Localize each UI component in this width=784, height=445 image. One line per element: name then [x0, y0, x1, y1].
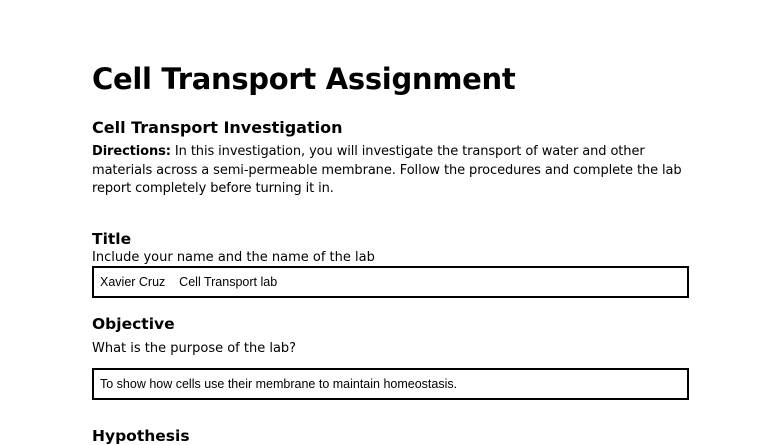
objective-heading: Objective — [92, 315, 175, 333]
directions-label: Directions: — [92, 144, 171, 159]
title-answer-field[interactable]: Xavier Cruz Cell Transport lab — [92, 266, 689, 298]
title-prompt: Include your name and the name of the la… — [92, 250, 375, 265]
hypothesis-heading: Hypothesis — [92, 427, 190, 445]
title-heading: Title — [92, 230, 132, 248]
directions-text: In this investigation, you will investig… — [92, 144, 682, 196]
section-subtitle: Cell Transport Investigation — [92, 118, 343, 137]
page-title: Cell Transport Assignment — [92, 62, 516, 96]
directions: Directions: In this investigation, you w… — [92, 143, 702, 199]
objective-prompt: What is the purpose of the lab? — [92, 341, 297, 356]
objective-answer-field[interactable]: To show how cells use their membrane to … — [92, 368, 689, 400]
